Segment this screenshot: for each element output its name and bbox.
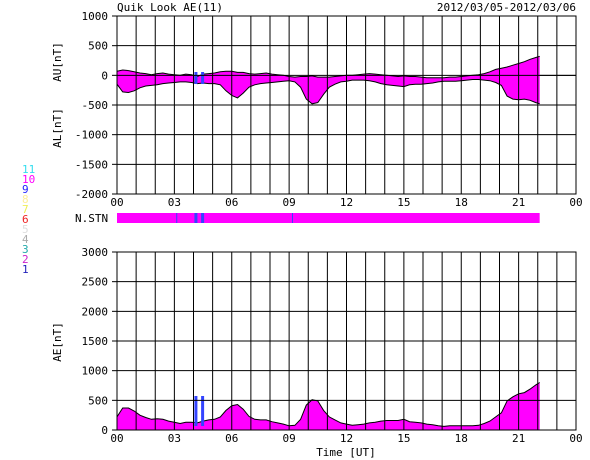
x-tick-label: 21 — [512, 196, 525, 209]
ae-x-tick-labels: 00 03 06 09 12 15 18 21 00 — [110, 432, 582, 445]
x-tick-label: 00 — [569, 196, 582, 209]
ae-axis-label: AE[nT] — [51, 322, 64, 362]
low-station-marker — [194, 396, 198, 426]
x-tick-label: 12 — [340, 196, 353, 209]
y-tick-label: 0 — [101, 69, 108, 82]
y-tick-label: -500 — [82, 99, 109, 112]
ae-y-tick-labels: 3000 2500 2000 1500 1000 500 0 — [82, 246, 109, 437]
station-number-label: 8 — [22, 193, 29, 206]
au-al-x-tick-labels: 00 03 06 09 12 15 18 21 00 — [110, 196, 582, 209]
x-tick-label: 03 — [168, 196, 181, 209]
x-tick-label: 06 — [225, 432, 238, 445]
station-number-label: 1 — [22, 263, 29, 276]
x-tick-label: 00 — [569, 432, 582, 445]
station-segment — [117, 213, 540, 223]
x-tick-label: 00 — [110, 432, 123, 445]
station-number-label: 11 — [22, 163, 35, 176]
y-tick-label: 2500 — [82, 276, 109, 289]
ae-area — [117, 382, 540, 430]
x-tick-label: 09 — [283, 196, 296, 209]
x-tick-label: 12 — [340, 432, 353, 445]
station-count-bar: N.STN — [75, 212, 540, 225]
y-tick-label: -1000 — [75, 129, 108, 142]
x-tick-label: 00 — [110, 196, 123, 209]
station-number-label: 4 — [22, 233, 29, 246]
n-stn-label: N.STN — [75, 212, 108, 225]
chart-title: Quik Look AE(11) — [117, 1, 223, 14]
x-tick-label: 18 — [455, 432, 468, 445]
y-tick-label: -2000 — [75, 188, 108, 201]
station-number-label: 3 — [22, 243, 29, 256]
au-al-y-tick-labels: 1000 500 0 -500 -1000 -1500 -2000 — [75, 10, 108, 201]
station-number-label: 6 — [22, 213, 29, 226]
x-tick-label: 18 — [455, 196, 468, 209]
ae-grid — [112, 251, 576, 431]
station-number-label: 7 — [22, 203, 29, 216]
x-tick-label: 21 — [512, 432, 525, 445]
y-tick-label: 2000 — [82, 305, 109, 318]
au-series-line — [116, 55, 540, 79]
station-dip-marker — [201, 213, 205, 223]
station-dip-marker — [194, 213, 198, 223]
ae-series-line — [116, 382, 540, 427]
x-tick-label: 15 — [397, 196, 410, 209]
y-tick-label: 500 — [88, 40, 108, 53]
station-dip-marker — [176, 213, 178, 223]
y-tick-label: 1000 — [82, 10, 109, 23]
x-tick-label: 03 — [168, 432, 181, 445]
x-tick-label: 06 — [225, 196, 238, 209]
al-series-line — [116, 79, 540, 105]
y-tick-label: 3000 — [82, 246, 109, 259]
low-station-marker — [201, 396, 205, 426]
date-range: 2012/03/05-2012/03/06 — [437, 1, 576, 14]
y-tick-label: 500 — [88, 394, 108, 407]
au-al-band — [117, 56, 540, 104]
y-tick-label: 1500 — [82, 335, 109, 348]
au-axis-label: AU[nT] — [51, 42, 64, 82]
y-tick-label: -1500 — [75, 158, 108, 171]
y-tick-label: 1000 — [82, 365, 109, 378]
station-bar-segments — [117, 213, 540, 223]
x-tick-label: 15 — [397, 432, 410, 445]
x-tick-label: 09 — [283, 432, 296, 445]
y-tick-label: 0 — [101, 424, 108, 437]
au-al-frame — [116, 15, 577, 195]
station-number-label: 9 — [22, 183, 29, 196]
low-station-marker — [201, 72, 205, 84]
x-axis-label: Time [UT] — [316, 446, 376, 459]
ae-frame — [116, 251, 577, 431]
station-number-label: 10 — [22, 173, 35, 186]
station-number-label: 2 — [22, 253, 29, 266]
al-axis-label: AL[nT] — [51, 108, 64, 148]
au-al-panel: 1000 500 0 -500 -1000 -1500 -2000 00 03 06 09 12 15… — [51, 10, 583, 209]
station-dip-marker — [291, 213, 293, 223]
au-al-grid — [112, 15, 576, 195]
low-station-marker — [194, 72, 198, 84]
ae-panel: 3000 2500 2000 1500 1000 500 0 00 03 06 09 12 15 18 2… — [51, 246, 583, 459]
station-number-label: 5 — [22, 223, 29, 236]
ae-fill-area — [116, 382, 540, 430]
